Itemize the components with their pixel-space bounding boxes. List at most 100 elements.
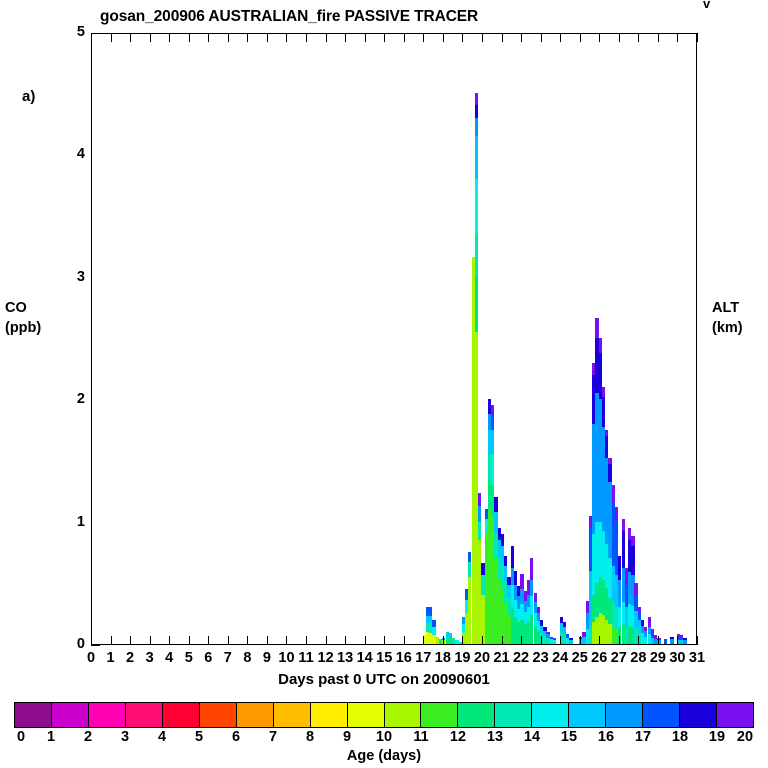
x-axis-tick-top	[501, 33, 503, 42]
colorbar-cell	[125, 703, 163, 727]
bar-segment	[491, 484, 495, 516]
bar-segment	[598, 521, 602, 577]
bar-segment	[487, 429, 492, 455]
stacked-bar	[605, 429, 609, 644]
x-axis-tick	[364, 636, 366, 645]
bar-segment	[621, 568, 625, 603]
bar-segment	[438, 639, 443, 644]
colorbar-tick-label: 0	[16, 729, 26, 745]
stacked-bar	[663, 639, 667, 644]
colorbar-cell	[88, 703, 126, 727]
bar-segment	[595, 617, 599, 644]
colorbar-cell	[347, 703, 385, 727]
stacked-bar	[676, 634, 681, 644]
bar-segment	[507, 576, 511, 586]
bar-segment	[526, 580, 531, 596]
colorbar-tick-label: 7	[268, 729, 278, 745]
bar-segment	[614, 607, 619, 630]
x-axis-tick-top	[91, 33, 92, 42]
x-axis-tick	[618, 636, 620, 645]
bar-segment	[549, 636, 553, 640]
stacked-bar	[611, 484, 615, 644]
bar-segment	[517, 596, 521, 609]
y-axis-tick-label: 1	[76, 513, 85, 530]
x-axis-tick	[286, 636, 288, 645]
bar-segment	[605, 619, 609, 644]
colorbar-tick-label: 11	[413, 729, 429, 745]
bar-segment	[465, 613, 469, 644]
page-title: gosan_200906 AUSTRALIAN_fire PASSIVE TRA…	[100, 8, 479, 25]
bar-segment	[517, 608, 521, 622]
stacked-bar	[637, 607, 641, 644]
bar-segment	[530, 558, 534, 581]
colorbar-tick-label: 8	[305, 729, 315, 745]
stacked-bar	[461, 617, 466, 644]
bar-segment	[513, 570, 518, 586]
stacked-bar	[429, 607, 433, 644]
bar-segment	[510, 568, 514, 586]
stacked-bar	[523, 591, 527, 644]
y-axis-label-right-line2: (km)	[712, 320, 743, 336]
x-axis-tick-top	[579, 33, 581, 42]
stacked-bar	[618, 555, 622, 644]
bar-segment	[491, 405, 495, 416]
x-axis-tick-top	[345, 33, 347, 42]
stacked-bar	[624, 568, 628, 644]
x-axis-tick-label: 0	[86, 650, 96, 666]
bar-segment	[426, 631, 430, 644]
stacked-bar	[601, 386, 606, 644]
stacked-bar	[507, 576, 511, 644]
bar-segment	[657, 640, 661, 644]
colorbar-tick-label: 13	[486, 729, 504, 745]
bar-segment	[627, 625, 632, 644]
bar-segment	[523, 591, 527, 602]
bar-segment	[445, 637, 449, 644]
stacked-bar	[448, 633, 452, 644]
x-axis-tick-top	[521, 33, 523, 42]
bar-segment	[536, 613, 540, 621]
x-axis-tick-top	[364, 33, 366, 42]
bar-segment	[426, 607, 430, 616]
x-axis-tick-top	[657, 33, 659, 42]
bar-segment	[520, 619, 524, 644]
bar-segment	[510, 607, 514, 644]
bar-segment	[523, 612, 527, 625]
bar-segment	[429, 607, 433, 616]
stacked-bar	[553, 637, 557, 644]
bar-segment	[468, 552, 472, 562]
x-axis-tick	[130, 636, 132, 645]
bar-segment	[579, 639, 583, 644]
x-axis-tick-label: 2	[126, 650, 135, 666]
bar-segment	[435, 636, 440, 644]
colorbar-tick-label: 14	[523, 729, 541, 745]
colorbar-tick-label: 19	[708, 729, 726, 745]
bar-segment	[546, 637, 550, 644]
x-axis-tick	[325, 636, 327, 645]
y-axis-tick-labels: 0 1 2 3 4 5	[55, 24, 85, 652]
x-axis-tick-top	[481, 33, 483, 42]
bar-segment	[543, 626, 547, 631]
x-axis-tick-top	[325, 33, 327, 42]
x-axis-tick-label: 9	[262, 650, 271, 666]
bar-segment	[634, 610, 638, 629]
bar-segment	[517, 621, 521, 644]
x-axis-tick-top	[227, 33, 229, 42]
stacked-bar	[549, 636, 553, 644]
bar-segment	[569, 637, 573, 641]
x-axis-tick	[149, 636, 151, 645]
bar-segment	[429, 623, 433, 633]
bar-segment	[605, 429, 609, 436]
bar-segment	[624, 626, 628, 644]
bar-segment	[465, 588, 469, 600]
stacked-bar	[680, 635, 684, 644]
x-axis-tick-top	[403, 33, 405, 42]
y-axis-tick-label: 0	[76, 636, 85, 652]
bar-segment	[491, 429, 495, 455]
bar-segment	[657, 637, 661, 641]
colorbar-tick-label: 20	[736, 729, 754, 745]
x-axis-tick-top	[130, 33, 132, 42]
x-axis-tick-top	[306, 33, 308, 42]
bar-segment	[474, 331, 479, 644]
x-axis-tick	[306, 636, 308, 645]
x-axis-tick-top	[423, 33, 425, 42]
